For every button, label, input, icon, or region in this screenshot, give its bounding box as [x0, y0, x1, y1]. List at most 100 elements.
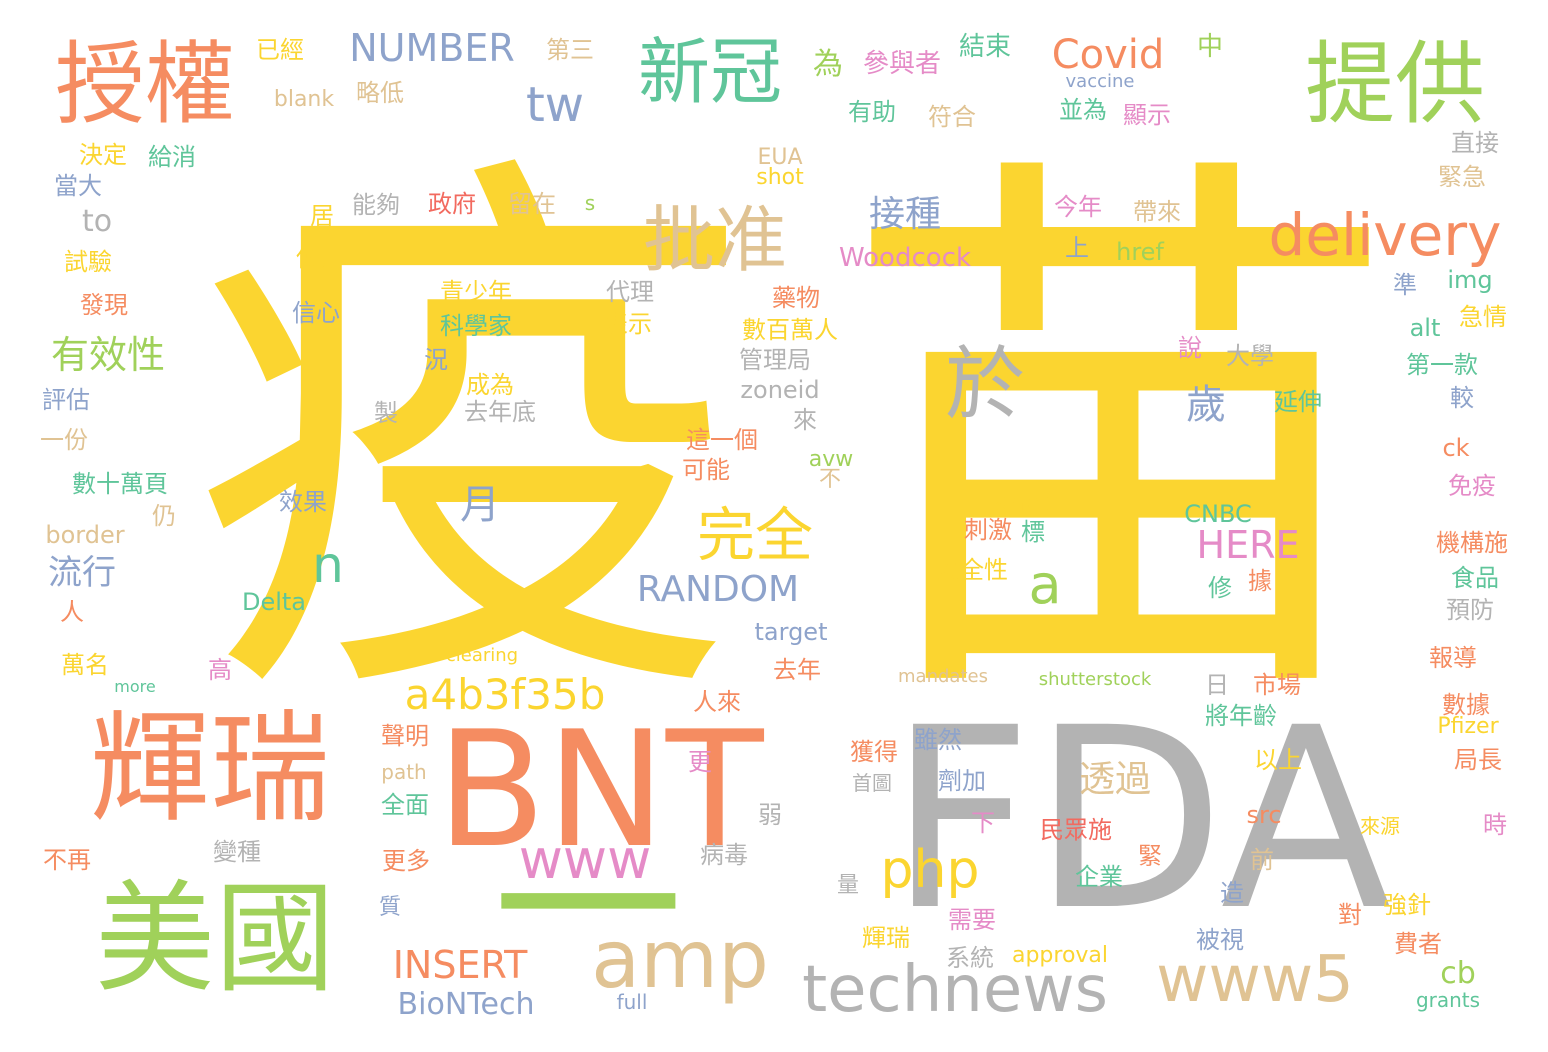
word: 預防 — [1446, 596, 1494, 624]
word: zoneid — [740, 376, 820, 404]
word: n — [312, 536, 344, 594]
word: php — [880, 840, 980, 900]
word: 留在 — [508, 190, 556, 218]
word: 使用 — [296, 244, 344, 272]
word: img — [1447, 266, 1493, 294]
word: 免疫 — [1448, 472, 1496, 500]
word: 結束 — [958, 32, 1012, 62]
word: 新冠 — [637, 30, 783, 114]
word: a4b3f35b — [404, 670, 606, 719]
word: 疫 — [190, 114, 750, 766]
word: 仍 — [152, 502, 176, 530]
word: 萬名 — [61, 651, 109, 679]
word: 對 — [1338, 901, 1362, 929]
word: www5 — [1156, 943, 1354, 1017]
word: 苗 — [840, 114, 1400, 766]
word: 可能 — [682, 456, 730, 484]
word: 顯示 — [1123, 101, 1171, 129]
word: Woodcock — [838, 243, 972, 273]
word: 不 — [818, 467, 842, 492]
word: BioNTech — [397, 987, 535, 1022]
word: 流行 — [48, 553, 116, 593]
word: 成為 — [466, 371, 514, 399]
word: RANDOM — [636, 569, 800, 610]
word: 輝瑞 — [90, 700, 330, 839]
word: s — [584, 191, 596, 215]
word: 前 — [1250, 846, 1274, 874]
word: NUMBER — [349, 26, 515, 70]
word: src — [1246, 801, 1282, 829]
word: more — [114, 677, 156, 696]
word: 試驗 — [64, 248, 112, 276]
word: 代理 — [606, 278, 654, 306]
word: 能夠 — [352, 191, 400, 219]
word: 緊急 — [1438, 163, 1486, 191]
word: 評估 — [42, 386, 90, 414]
word: 大學 — [1226, 342, 1274, 370]
word: Pfizer — [1437, 714, 1499, 739]
word: 據 — [1248, 567, 1272, 595]
word: 況 — [424, 346, 448, 374]
word: 全面 — [381, 791, 429, 819]
word: 費者 — [1394, 930, 1442, 958]
word: 局長 — [1454, 746, 1502, 774]
word: 機構施 — [1436, 529, 1508, 557]
word: 決定 — [79, 141, 127, 169]
word: Delta — [241, 588, 307, 616]
word: 強針 — [1383, 891, 1431, 919]
word: 以上 — [1254, 746, 1302, 774]
word: 帶來 — [1133, 198, 1181, 226]
word: full — [616, 990, 648, 1014]
word: 弱 — [758, 801, 782, 829]
word: 去年底 — [464, 398, 536, 426]
word: 高 — [208, 656, 232, 684]
word: 數百萬人 — [742, 316, 838, 344]
word: 雖然 — [914, 726, 962, 754]
word: 劑加 — [938, 767, 986, 795]
word: 給消 — [148, 143, 196, 171]
word: 政府 — [428, 190, 476, 218]
word: shutterstock — [1038, 669, 1152, 690]
word: 時 — [1483, 811, 1507, 839]
word: 青少年 — [440, 278, 512, 306]
word: delivery — [1268, 201, 1502, 269]
word: EUA — [757, 145, 803, 170]
word: a — [1028, 553, 1062, 616]
word: 直接 — [1451, 129, 1499, 157]
word: clearing — [445, 645, 519, 666]
word: 將年齡 — [1205, 702, 1277, 730]
word: 獲得 — [850, 738, 898, 766]
word: href — [1116, 238, 1164, 266]
word: avw — [808, 447, 854, 472]
word: 說 — [1178, 334, 1202, 362]
word: 去年 — [773, 656, 821, 684]
word: 略低 — [356, 79, 404, 107]
word: 美國 — [95, 870, 335, 1009]
word: alt — [1409, 314, 1441, 342]
word: 於 — [945, 338, 1025, 431]
word: 較 — [1450, 384, 1474, 412]
word: 有助 — [848, 98, 896, 126]
word: path — [381, 760, 427, 784]
word: 需要 — [948, 906, 996, 934]
word: shot — [756, 165, 804, 190]
word: 第一款 — [1406, 351, 1478, 379]
word: 不再 — [43, 846, 91, 874]
word: FDA — [888, 674, 1392, 965]
word: 今年 — [1054, 193, 1102, 221]
word: 首圖 — [852, 771, 892, 795]
word: 人來 — [693, 688, 741, 716]
word: 並為 — [1059, 96, 1107, 124]
word: 標 — [1021, 518, 1045, 546]
word: 被視 — [1196, 926, 1244, 954]
word: 更 — [688, 748, 712, 776]
word: 有效性 — [50, 333, 166, 377]
word: 符合 — [928, 103, 976, 131]
word: cb — [1440, 956, 1476, 991]
word: 急情 — [1459, 303, 1507, 331]
word: border — [45, 521, 125, 549]
word: 安全性 — [936, 556, 1008, 584]
word: amp — [591, 913, 769, 1006]
word: 市場 — [1253, 671, 1301, 699]
